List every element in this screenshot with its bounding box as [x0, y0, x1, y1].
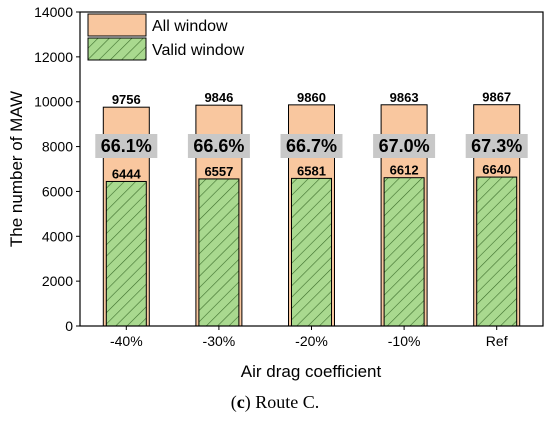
legend-swatch-all-window: [87, 13, 147, 37]
value-label-valid-window: 6612: [390, 163, 419, 178]
percent-label-bg: [280, 134, 343, 158]
x-tick-label: -30%: [203, 333, 236, 349]
value-label-all-window: 9756: [112, 92, 141, 107]
percent-label-bg: [465, 134, 528, 158]
percent-label-bg: [95, 134, 158, 158]
bar-valid-window: [291, 177, 332, 327]
percent-label: 67.3%: [471, 136, 522, 156]
value-label-valid-window: 6557: [204, 164, 233, 179]
x-tick-label: -40%: [110, 333, 143, 349]
value-label-all-window: 9863: [390, 90, 419, 105]
y-tick-label: 10000: [34, 94, 73, 110]
legend-swatch-valid-window: [87, 37, 147, 61]
x-tick-label: Ref: [486, 333, 508, 349]
percent-label: 66.6%: [193, 136, 244, 156]
y-tick-label: 14000: [34, 4, 73, 20]
percent-label: 66.1%: [101, 136, 152, 156]
y-tick-label: 8000: [42, 139, 73, 155]
bar-valid-window: [476, 176, 518, 327]
legend-label-valid-window: Valid window: [152, 42, 245, 59]
percent-label: 67.0%: [379, 136, 430, 156]
percent-label: 66.7%: [286, 136, 337, 156]
y-tick-label: 4000: [42, 228, 73, 244]
legend: All window Valid window: [87, 13, 245, 61]
x-tick-label: -10%: [388, 333, 421, 349]
figure-caption: (c) Route C.: [230, 392, 320, 412]
bar-valid-window: [105, 180, 147, 327]
ticks-layer: -40% -30% -20% -10% Ref 0 2000 4000 6000 8000 1000…: [34, 4, 508, 349]
bar-valid-window: [383, 177, 425, 327]
percent-label-bg: [187, 134, 250, 158]
y-tick-label: 0: [65, 318, 73, 334]
value-label-all-window: 9846: [204, 90, 233, 105]
y-tick-label: 6000: [42, 183, 73, 199]
caption-label: c: [236, 392, 245, 412]
bar-valid-window: [198, 178, 240, 327]
x-axis-title: Air drag coefficient: [241, 362, 382, 381]
caption-text: Route C.: [255, 392, 320, 412]
value-label-valid-window: 6640: [482, 162, 511, 177]
value-label-all-window: 9867: [482, 90, 511, 105]
y-tick-label: 12000: [34, 49, 73, 65]
value-label-valid-window: 6581: [297, 163, 326, 178]
x-tick-label: -20%: [295, 333, 328, 349]
labels-layer: 9756 6444 66.1% 9846 6557 66.6% 9860 6581 66.7% 9…: [95, 90, 528, 181]
y-tick-label: 2000: [42, 273, 73, 289]
percent-label-bg: [373, 134, 436, 158]
value-label-all-window: 9860: [297, 90, 326, 105]
value-label-valid-window: 6444: [112, 166, 142, 181]
y-axis-title: The number of MAW: [7, 91, 26, 247]
legend-label-all-window: All window: [152, 18, 228, 35]
